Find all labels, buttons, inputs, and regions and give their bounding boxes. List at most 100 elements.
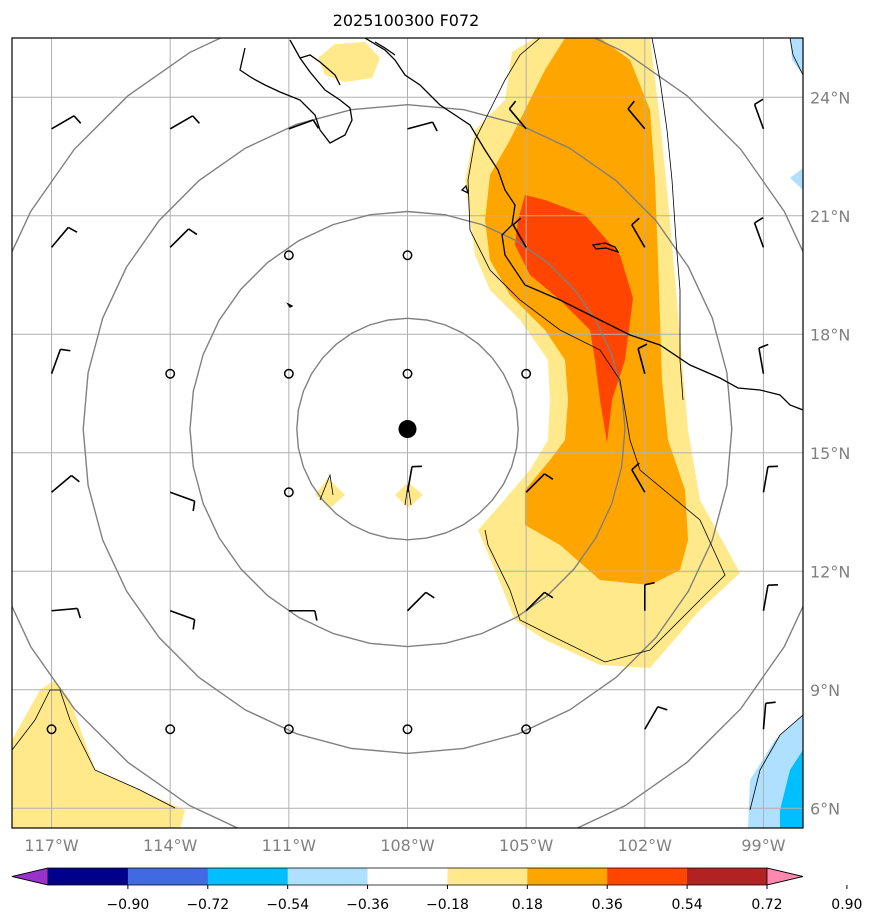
latitude-labels: 24°N 21°N 18°N 15°N 12°N 9°N 6°N — [810, 88, 850, 818]
wind-barb — [643, 581, 655, 611]
filled-contours — [12, 38, 803, 828]
colorbar: −0.90 −0.72 −0.54 −0.36 −0.18 0.18 0.36 0.54 0.7… — [11, 867, 862, 913]
range-ring — [12, 38, 803, 828]
wind-barb — [753, 216, 765, 248]
colorbar-tick-label: −0.54 — [266, 897, 309, 913]
contour-line-east — [651, 38, 684, 401]
colorbar-tick-label: −0.36 — [346, 897, 389, 913]
colorbar-tick-label: 0.36 — [592, 897, 623, 913]
range-rings — [12, 38, 803, 828]
wind-barb — [631, 462, 646, 493]
coastline-baja-gulf — [299, 54, 341, 86]
colorbar-extend-low — [11, 867, 49, 886]
lat-tick-label: 24°N — [810, 88, 850, 107]
lon-tick-label: 108°W — [380, 836, 435, 855]
lat-tick-label: 9°N — [810, 681, 840, 700]
colorbar-tick-label: −0.90 — [106, 897, 149, 913]
contour-outlines — [12, 38, 803, 811]
contour-fill-0-54 — [515, 195, 633, 443]
lon-tick-label: 102°W — [618, 836, 673, 855]
colorbar-segment — [607, 868, 688, 885]
wind-barb — [521, 368, 532, 379]
wind-barb — [51, 115, 82, 130]
wind-barb — [165, 724, 176, 735]
colorbar-segment — [447, 868, 528, 885]
wind-barb — [508, 100, 527, 130]
lon-tick-label: 105°W — [499, 836, 554, 855]
range-ring — [189, 210, 626, 648]
colorbar-segment — [48, 868, 129, 885]
island-revillagigedo — [286, 302, 294, 308]
lat-tick-label: 18°N — [810, 325, 850, 344]
island-tres-marias — [460, 184, 470, 195]
contour-line-se — [749, 714, 803, 811]
map-frame — [11, 37, 804, 829]
contour-fill-neg-0-18-ne — [790, 38, 803, 75]
wind-barb — [407, 121, 438, 132]
wind-barb — [283, 368, 294, 379]
lat-tick-label: 21°N — [810, 207, 850, 226]
wind-barb — [50, 348, 71, 375]
wind-barb — [169, 609, 196, 630]
coastline-mainland — [364, 38, 803, 411]
contour-fill-neg-0-18-ne2 — [790, 168, 803, 190]
wind-barb — [165, 368, 176, 379]
wind-barb — [402, 724, 413, 735]
wind-barb — [525, 591, 554, 612]
wind-barb — [406, 465, 423, 493]
wind-barb — [283, 250, 294, 261]
wind-barb — [644, 705, 668, 730]
map-title: 2025100300 F072 — [333, 11, 480, 30]
lat-tick-label: 6°N — [810, 799, 840, 818]
range-ring — [82, 103, 733, 755]
contour-fill-0-18-blob2 — [395, 482, 423, 508]
wind-barb — [51, 474, 80, 493]
wind-barb — [637, 343, 648, 374]
lon-tick-label: 111°W — [262, 836, 317, 855]
wind-barb — [758, 343, 769, 374]
coastline-baja-west — [239, 39, 353, 144]
colorbar-tick-label: 0.54 — [672, 897, 703, 913]
contour-line-blob1 — [319, 473, 334, 501]
wind-barb — [762, 465, 778, 493]
wind-barb — [525, 473, 554, 493]
coastline-gulf-east — [374, 41, 396, 56]
wind-barb — [51, 607, 82, 619]
lon-tick-label: 114°W — [143, 836, 198, 855]
lon-tick-label: 117°W — [24, 836, 79, 855]
wind-barb — [283, 487, 294, 498]
colorbar-tick-label: 0.18 — [512, 897, 543, 913]
contour-fill-0-18-baja — [318, 42, 380, 82]
contour-line-mainland — [467, 38, 726, 663]
colorbar-segment — [287, 868, 369, 885]
colorbar-segment — [367, 868, 448, 885]
colorbar-tick-label: 0.90 — [831, 897, 862, 913]
wind-barb — [46, 724, 57, 735]
gridlines — [12, 38, 803, 828]
wind-barb — [402, 250, 413, 261]
wind-barb — [402, 368, 413, 379]
colorbar-segment — [687, 868, 768, 885]
colorbar-segment — [207, 868, 289, 885]
wind-barb — [762, 701, 776, 730]
colorbar-outline — [11, 867, 804, 886]
longitude-labels: 117°W 114°W 111°W 108°W 105°W 102°W 99°W — [24, 836, 785, 855]
lat-tick-label: 12°N — [810, 562, 850, 581]
range-ring — [296, 317, 519, 541]
wind-barb — [169, 115, 200, 130]
colorbar-tick-label: 0.72 — [751, 897, 782, 913]
wind-barb — [512, 217, 527, 248]
wind-barb — [288, 119, 320, 130]
contour-line-sw — [12, 689, 176, 809]
wind-barb — [283, 724, 294, 735]
lon-tick-label: 99°W — [741, 836, 785, 855]
lat-tick-label: 15°N — [810, 444, 850, 463]
wind-barb — [762, 584, 778, 611]
colorbar-segment — [527, 868, 608, 885]
wind-barb — [169, 228, 198, 248]
colorbar-tick-label: −0.72 — [186, 897, 229, 913]
wind-barb — [521, 724, 532, 735]
colorbar-tick-label: −0.18 — [426, 897, 469, 913]
contour-line-ne — [789, 38, 803, 76]
wind-barbs — [46, 98, 778, 735]
